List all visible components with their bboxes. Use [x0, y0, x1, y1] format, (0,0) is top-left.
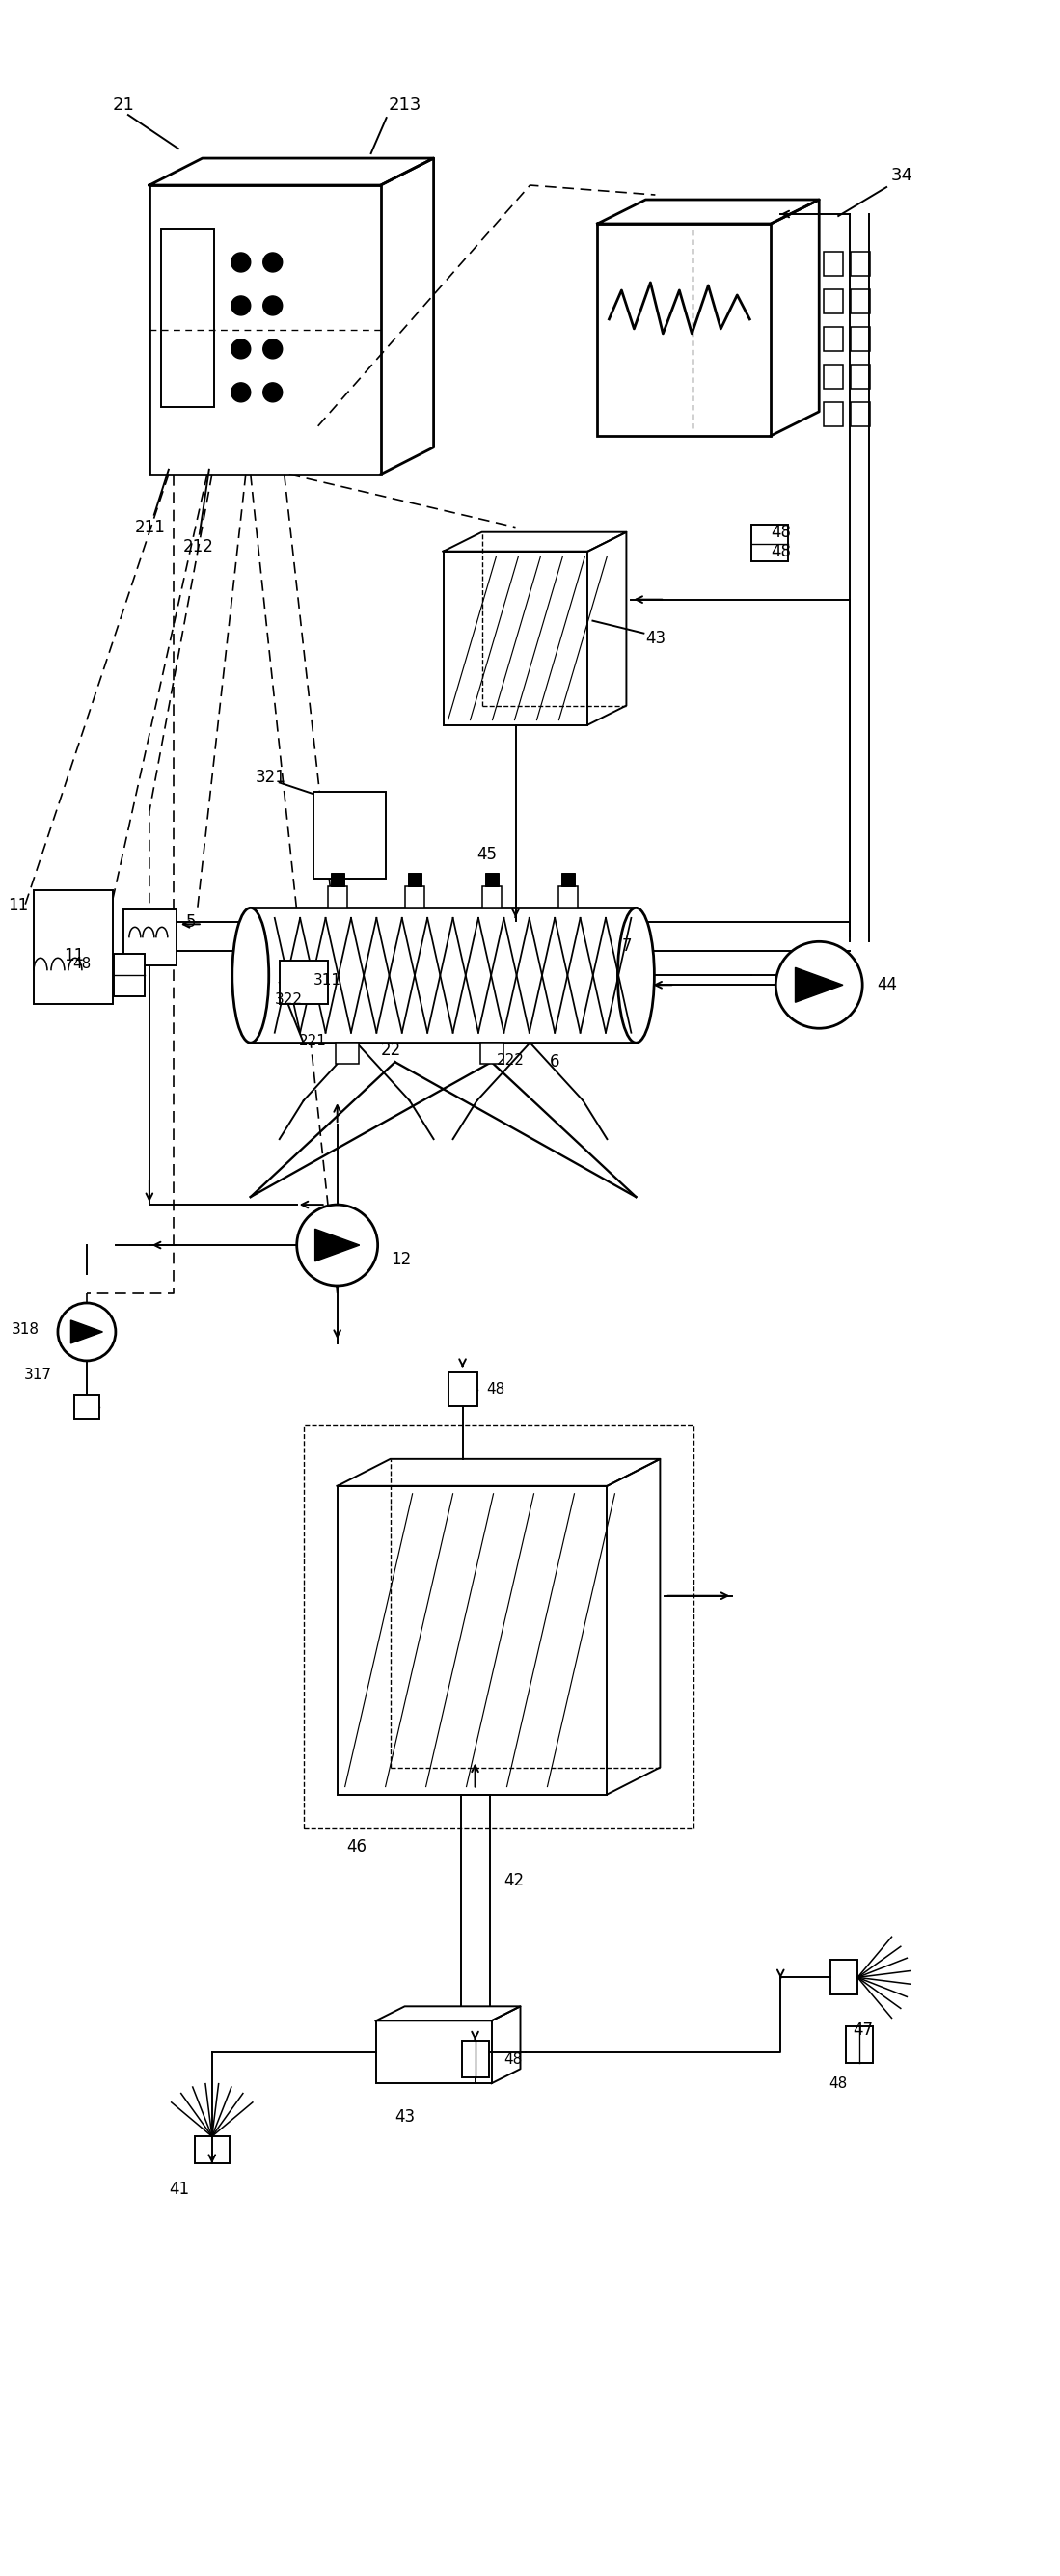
- Text: 48: 48: [829, 2076, 847, 2092]
- Bar: [376, 2020, 492, 2084]
- Text: 43: 43: [646, 629, 666, 647]
- Bar: [280, 961, 328, 1005]
- Circle shape: [263, 384, 282, 402]
- Text: 7: 7: [621, 938, 632, 956]
- Text: 213: 213: [388, 95, 422, 113]
- Circle shape: [297, 1206, 377, 1285]
- Bar: [408, 873, 421, 886]
- Bar: [195, 2136, 229, 2164]
- Text: 211: 211: [135, 518, 165, 536]
- Bar: [34, 891, 112, 1005]
- Bar: [559, 886, 578, 907]
- Bar: [461, 2040, 489, 2079]
- Circle shape: [58, 1303, 116, 1360]
- Circle shape: [231, 252, 250, 273]
- Bar: [74, 1394, 100, 1419]
- Text: 22: 22: [381, 1041, 401, 1059]
- Bar: [113, 953, 144, 997]
- Bar: [405, 886, 424, 907]
- Circle shape: [263, 340, 282, 358]
- Bar: [824, 402, 843, 425]
- Bar: [480, 1043, 503, 1064]
- Bar: [851, 402, 870, 425]
- Bar: [484, 873, 498, 886]
- Circle shape: [231, 384, 250, 402]
- Ellipse shape: [618, 907, 654, 1043]
- Bar: [824, 289, 843, 314]
- Text: 5: 5: [185, 914, 196, 930]
- Bar: [161, 229, 214, 407]
- Text: 42: 42: [503, 1873, 525, 1891]
- Text: 12: 12: [390, 1252, 411, 1267]
- Text: 317: 317: [24, 1368, 52, 1383]
- Text: 48: 48: [487, 1383, 506, 1396]
- Bar: [851, 327, 870, 350]
- Text: 212: 212: [183, 538, 214, 556]
- Polygon shape: [795, 969, 843, 1002]
- Bar: [598, 224, 771, 435]
- Text: 45: 45: [477, 845, 497, 863]
- Text: 311: 311: [313, 974, 341, 987]
- Bar: [824, 327, 843, 350]
- Text: 321: 321: [255, 770, 286, 786]
- Polygon shape: [71, 1321, 103, 1345]
- Text: 47: 47: [853, 2022, 873, 2040]
- Bar: [328, 886, 347, 907]
- Bar: [824, 252, 843, 276]
- Text: 41: 41: [169, 2182, 189, 2197]
- Circle shape: [263, 252, 282, 273]
- Text: 21: 21: [112, 95, 135, 113]
- Bar: [851, 363, 870, 389]
- Text: 6: 6: [549, 1054, 560, 1072]
- Text: 322: 322: [275, 992, 302, 1007]
- Bar: [846, 2027, 873, 2063]
- Bar: [149, 185, 381, 474]
- Polygon shape: [315, 1229, 359, 1262]
- Bar: [443, 551, 588, 724]
- Ellipse shape: [232, 907, 269, 1043]
- Bar: [250, 907, 636, 1043]
- Bar: [851, 289, 870, 314]
- Bar: [337, 1486, 607, 1795]
- Bar: [123, 909, 176, 966]
- Bar: [448, 1373, 477, 1406]
- Bar: [824, 363, 843, 389]
- Text: 48: 48: [503, 2053, 523, 2066]
- Bar: [303, 1425, 694, 1829]
- Circle shape: [776, 943, 863, 1028]
- Circle shape: [231, 340, 250, 358]
- Text: 222: 222: [496, 1054, 524, 1066]
- Text: 221: 221: [299, 1033, 326, 1048]
- Text: 48: 48: [771, 544, 791, 559]
- Text: 48: 48: [72, 956, 91, 971]
- Text: 11: 11: [7, 896, 29, 914]
- Bar: [335, 1043, 358, 1064]
- Text: 46: 46: [347, 1839, 367, 1857]
- Circle shape: [263, 296, 282, 314]
- Text: 34: 34: [891, 167, 914, 185]
- Bar: [851, 252, 870, 276]
- Text: 11: 11: [64, 948, 84, 966]
- Bar: [831, 1960, 858, 1994]
- Bar: [752, 526, 789, 562]
- Bar: [482, 886, 501, 907]
- Text: 48: 48: [771, 523, 791, 541]
- Text: 44: 44: [877, 976, 897, 994]
- Text: 318: 318: [12, 1321, 39, 1337]
- Bar: [313, 793, 386, 878]
- Circle shape: [231, 296, 250, 314]
- Bar: [331, 873, 344, 886]
- Text: 43: 43: [395, 2110, 416, 2125]
- Bar: [562, 873, 576, 886]
